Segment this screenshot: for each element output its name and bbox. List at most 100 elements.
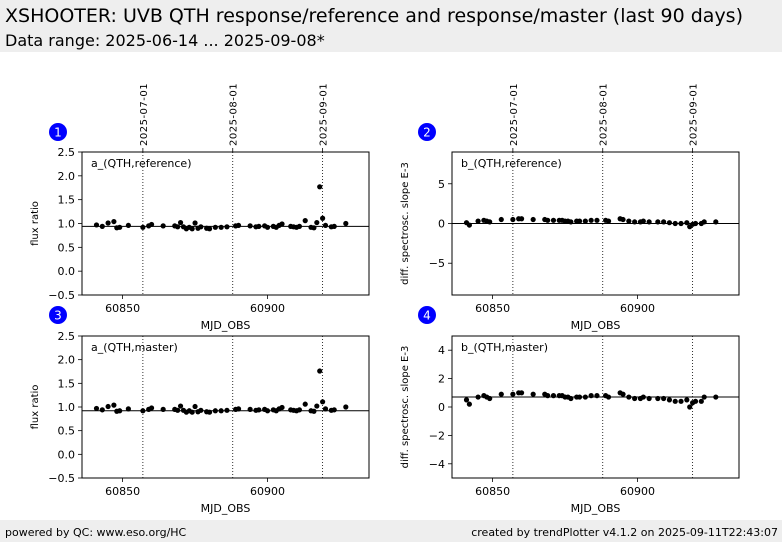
- data-point: [666, 397, 673, 403]
- chart-panel-4: −4 −2 0 2 4 60850 60900 MJD_OBS diff. spectrosc.…: [400, 306, 740, 515]
- y-axis-label: diff. spectrosc. slope E-3: [400, 346, 411, 469]
- data-point: [218, 224, 224, 230]
- trend-plots: 2025-07-01 2025-08-01 2025-09-01 −0.5 0.0 0.5…: [30, 83, 740, 515]
- data-point: [605, 218, 612, 224]
- data-point: [198, 407, 204, 413]
- data-point: [311, 225, 317, 231]
- data-point: [331, 407, 337, 413]
- data-point: [320, 399, 326, 405]
- data-point: [302, 401, 308, 407]
- data-point: [256, 223, 262, 229]
- panel-number-badge: [418, 123, 436, 141]
- x-tick-label: 60850: [105, 302, 140, 315]
- page-header: XSHOOTER: UVB QTH response/reference and…: [0, 0, 782, 52]
- data-point: [177, 219, 184, 226]
- y-tick-label: −0.5: [48, 472, 75, 485]
- plot-frame: [451, 335, 740, 479]
- data-point: [672, 220, 678, 227]
- data-point: [235, 406, 242, 412]
- footer-created-by: created by trendPlotter v4.1.2 on 2025-0…: [471, 526, 778, 539]
- y-tick-label: 2.5: [58, 146, 76, 159]
- x-tick-label: 60850: [475, 485, 510, 498]
- x-axis-label: MJD_OBS: [201, 319, 251, 332]
- panel-number-label: 4: [423, 309, 431, 323]
- x-tick-label: 60900: [620, 485, 655, 498]
- data-point: [296, 223, 303, 229]
- y-axis-label: diff. spectrosc. slope E-3: [400, 162, 411, 285]
- data-point: [684, 397, 690, 403]
- y-tick-label: 1.5: [58, 194, 76, 207]
- date-marker-label: 2025-08-01: [599, 83, 610, 146]
- data-point: [99, 223, 105, 229]
- data-point: [568, 395, 574, 402]
- data-point: [713, 394, 719, 400]
- data-point: [463, 397, 470, 403]
- data-point: [175, 407, 181, 413]
- x-tick-label: 60850: [475, 302, 510, 315]
- data-point: [279, 221, 285, 227]
- data-point: [466, 222, 472, 228]
- panel-number-badge: [49, 306, 67, 324]
- data-point: [692, 220, 699, 227]
- data-point: [666, 220, 673, 226]
- data-point: [148, 405, 155, 411]
- data-point: [672, 398, 678, 404]
- data-point: [264, 224, 271, 230]
- data-point: [314, 403, 320, 409]
- data-point: [626, 394, 632, 400]
- y-tick-label: 5: [438, 178, 445, 191]
- date-marker-label: 2025-07-01: [509, 83, 520, 146]
- data-point: [148, 221, 155, 228]
- data-point: [594, 217, 600, 223]
- data-point: [498, 391, 504, 397]
- data-point: [545, 393, 551, 399]
- data-point: [661, 395, 667, 402]
- data-point: [684, 220, 690, 226]
- data-point: [576, 394, 583, 400]
- data-point: [661, 219, 667, 225]
- data-point: [175, 224, 181, 230]
- data-point: [206, 226, 213, 232]
- y-tick-label: 0.0: [58, 265, 76, 278]
- data-point: [343, 220, 349, 227]
- data-point: [655, 395, 661, 402]
- data-point: [279, 404, 285, 411]
- panel-label: a_(QTH,reference): [91, 157, 192, 170]
- data-point: [247, 406, 253, 412]
- x-axis-label: MJD_OBS: [571, 502, 621, 515]
- data-point: [576, 218, 583, 224]
- data-point: [568, 219, 574, 225]
- data-range-subtitle: Data range: 2025-06-14 ... 2025-09-08*: [5, 31, 325, 50]
- data-point: [466, 401, 472, 407]
- data-point: [588, 393, 594, 399]
- data-point: [111, 402, 117, 408]
- data-point: [247, 223, 253, 229]
- data-point: [264, 408, 271, 414]
- data-point: [302, 218, 308, 224]
- data-point: [105, 403, 111, 410]
- x-tick-label: 60900: [250, 302, 285, 315]
- data-point: [125, 222, 131, 229]
- data-point: [698, 398, 704, 404]
- data-point: [475, 218, 481, 224]
- data-point: [620, 216, 626, 223]
- data-point: [189, 226, 195, 232]
- page-title: XSHOOTER: UVB QTH response/reference and…: [5, 5, 743, 27]
- data-point: [510, 216, 516, 223]
- data-point: [177, 403, 184, 409]
- y-tick-label: −4: [429, 458, 445, 471]
- data-point: [93, 405, 100, 412]
- data-point: [322, 222, 329, 229]
- data-point: [93, 222, 100, 228]
- data-point: [701, 219, 707, 225]
- data-point: [518, 390, 525, 396]
- data-point: [189, 409, 195, 415]
- data-point: [510, 391, 516, 397]
- data-point: [498, 216, 504, 223]
- data-point: [117, 408, 123, 414]
- data-point: [487, 395, 493, 402]
- data-point: [518, 216, 525, 222]
- data-point: [582, 218, 588, 224]
- y-tick-label: −2: [429, 429, 445, 442]
